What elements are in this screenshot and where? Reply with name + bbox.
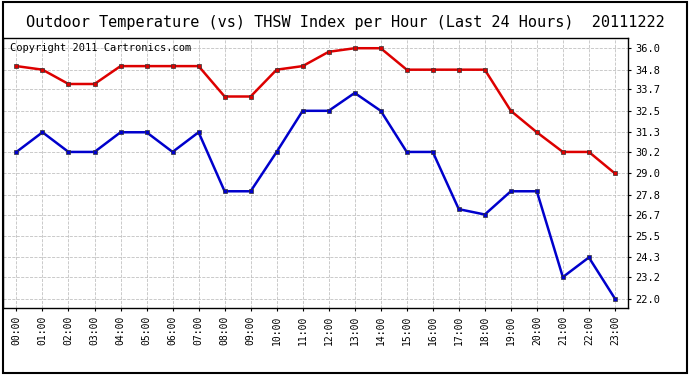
Text: Copyright 2011 Cartronics.com: Copyright 2011 Cartronics.com xyxy=(10,43,191,53)
Text: Outdoor Temperature (vs) THSW Index per Hour (Last 24 Hours)  20111222: Outdoor Temperature (vs) THSW Index per … xyxy=(26,15,664,30)
